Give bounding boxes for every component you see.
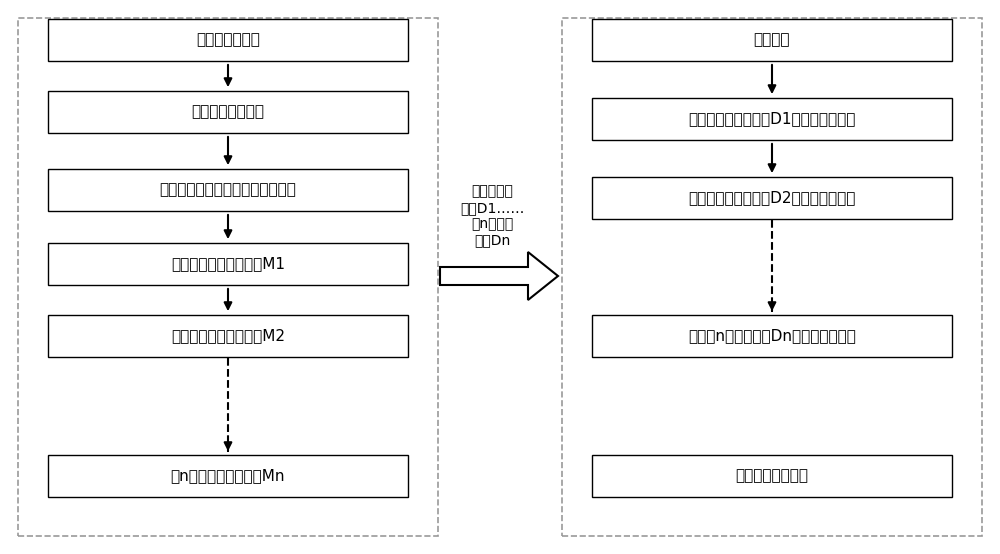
Text: 第n附加参数平差模型Mn: 第n附加参数平差模型Mn bbox=[171, 469, 285, 484]
FancyBboxPatch shape bbox=[48, 315, 408, 357]
Text: 连续的应用影像: 连续的应用影像 bbox=[196, 33, 260, 48]
Text: 利用第n附加参数值Dn计算的像素位置: 利用第n附加参数值Dn计算的像素位置 bbox=[688, 329, 856, 343]
FancyBboxPatch shape bbox=[48, 91, 408, 133]
Text: 特征点提取与匹配: 特征点提取与匹配 bbox=[191, 105, 264, 120]
FancyBboxPatch shape bbox=[592, 455, 952, 497]
FancyBboxPatch shape bbox=[48, 169, 408, 211]
FancyBboxPatch shape bbox=[48, 19, 408, 61]
FancyBboxPatch shape bbox=[48, 455, 408, 497]
FancyBboxPatch shape bbox=[592, 19, 952, 61]
Text: 第一附加参
数值D1……
第n附加参
数值Dn: 第一附加参 数值D1…… 第n附加参 数值Dn bbox=[460, 184, 524, 247]
FancyBboxPatch shape bbox=[592, 315, 952, 357]
Polygon shape bbox=[440, 252, 558, 300]
Text: 利用第一附加参数值D1计算的像素位置: 利用第一附加参数值D1计算的像素位置 bbox=[688, 111, 856, 126]
FancyBboxPatch shape bbox=[562, 18, 982, 536]
Text: 第二附加参数平差模型M2: 第二附加参数平差模型M2 bbox=[171, 329, 285, 343]
FancyBboxPatch shape bbox=[592, 177, 952, 219]
Text: 所述初始外方位元素值构建区域网: 所述初始外方位元素值构建区域网 bbox=[160, 182, 296, 197]
Text: 第一附加参数平差模型M1: 第一附加参数平差模型M1 bbox=[171, 257, 285, 271]
Text: 畸变校正后的影像: 畸变校正后的影像 bbox=[736, 469, 808, 484]
FancyBboxPatch shape bbox=[592, 98, 952, 140]
Text: 原始影像: 原始影像 bbox=[754, 33, 790, 48]
FancyBboxPatch shape bbox=[18, 18, 438, 536]
Text: 利用第二附加参数值D2计算的像素位置: 利用第二附加参数值D2计算的像素位置 bbox=[688, 191, 856, 206]
FancyBboxPatch shape bbox=[48, 243, 408, 285]
